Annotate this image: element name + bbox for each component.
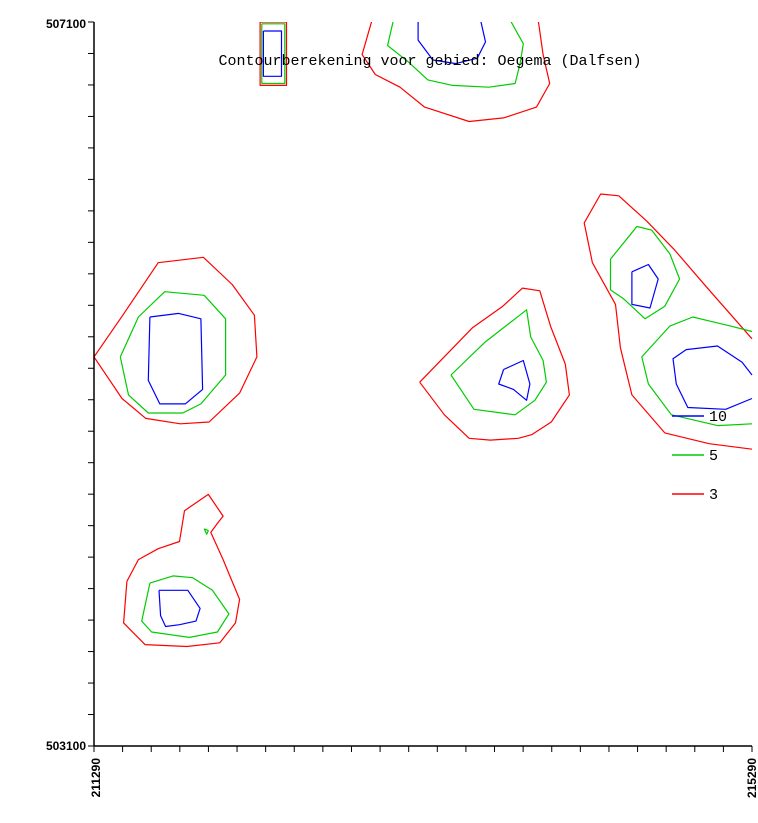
contour-level-3 (259, 22, 288, 87)
contour-level-10 (498, 359, 531, 401)
contour-level-3 (361, 22, 551, 123)
contour-lines (94, 22, 753, 648)
contour-level-10 (147, 312, 204, 405)
contour-level-10 (631, 263, 659, 309)
y-tick-label-top: 507100 (46, 17, 86, 31)
contour-level-5 (141, 575, 230, 639)
legend-label-10: 10 (709, 409, 727, 426)
y-tick-label-bottom: 503100 (46, 739, 86, 753)
contour-level-5 (203, 528, 209, 535)
legend: 10 5 3 (672, 409, 727, 504)
contour-level-5 (641, 316, 753, 427)
contour-level-5 (609, 225, 681, 320)
contour-level-5 (261, 23, 286, 85)
contour-level-3 (419, 287, 571, 441)
chart-title: Contourberekening voor gebied: Oegema (D… (218, 53, 641, 70)
contour-level-3 (94, 256, 258, 425)
contour-level-10 (672, 345, 753, 410)
x-tick-label-left: 211290 (89, 758, 103, 798)
y-ticks (88, 21, 94, 747)
contour-level-3 (583, 193, 753, 450)
legend-label-3: 3 (709, 487, 718, 504)
contour-level-5 (387, 22, 524, 88)
x-tick-label-right: 215290 (745, 758, 758, 798)
contour-level-10 (262, 30, 283, 77)
contour-level-5 (450, 309, 548, 416)
contour-level-5 (119, 291, 227, 414)
contour-level-3 (122, 493, 241, 648)
contour-level-10 (158, 589, 201, 628)
contour-level-10 (417, 22, 487, 65)
legend-label-5: 5 (709, 448, 718, 465)
x-ticks (93, 746, 753, 752)
